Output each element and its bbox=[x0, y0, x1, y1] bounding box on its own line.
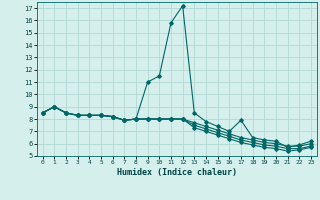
X-axis label: Humidex (Indice chaleur): Humidex (Indice chaleur) bbox=[117, 168, 237, 177]
